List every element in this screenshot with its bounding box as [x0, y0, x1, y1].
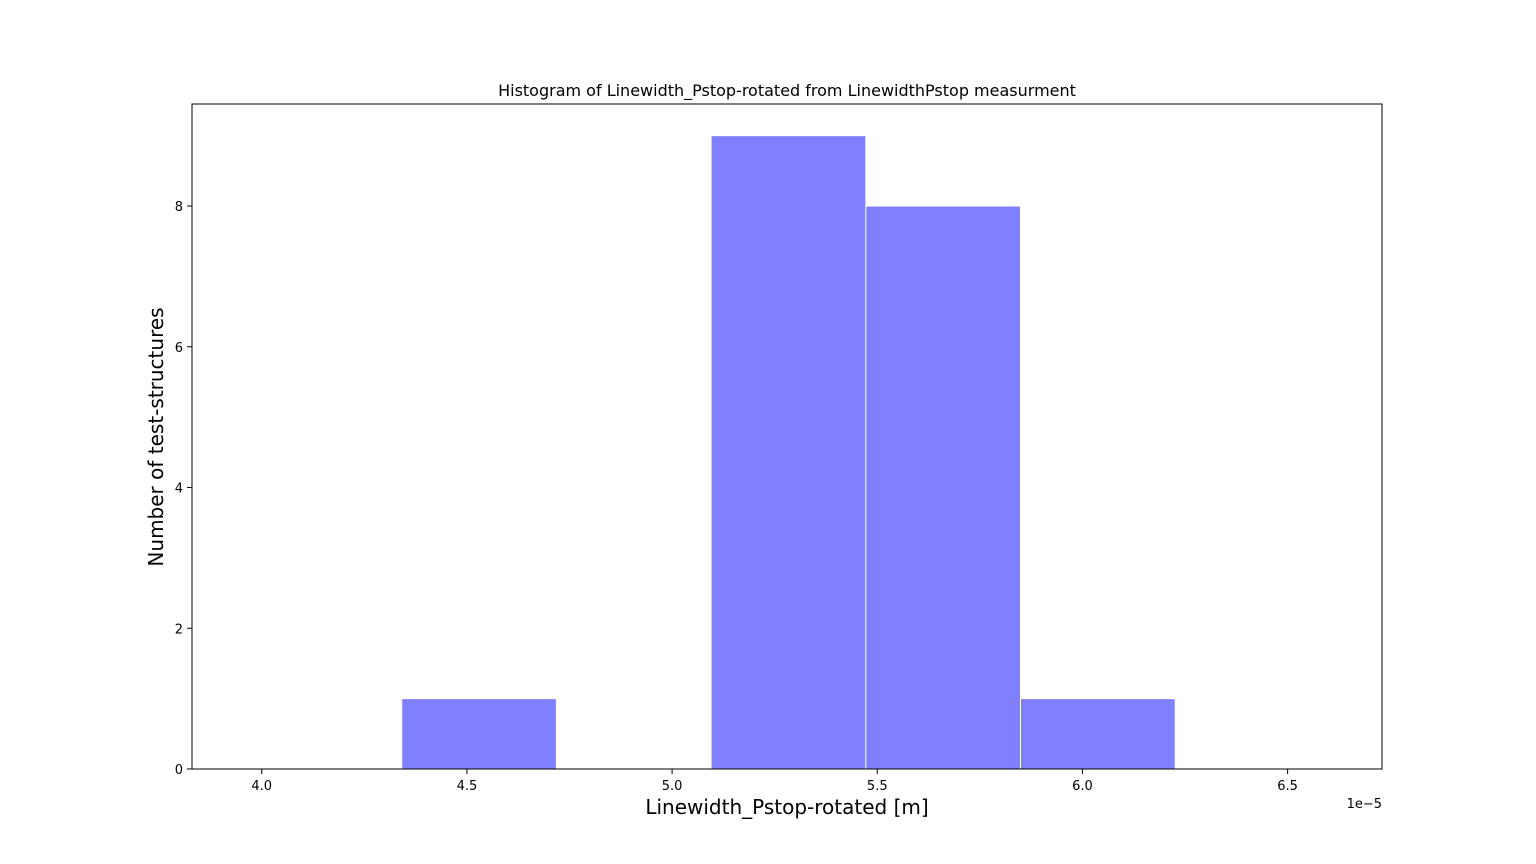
y-tick-label: 6: [175, 341, 183, 356]
x-ticks: 4.0 4.5 5.0 5.5 6.0 6.5: [251, 769, 1298, 794]
y-tick-label: 2: [175, 622, 183, 637]
plot-frame: [191, 103, 1383, 770]
histogram-bar-4: [1019, 698, 1176, 770]
y-ticks: 0 2 4 6 8: [175, 200, 192, 778]
chart-title: Histogram of Linewidth_Pstop-rotated fro…: [498, 81, 1076, 101]
y-axis-label: Number of test-structures: [144, 307, 168, 566]
y-tick-label: 4: [175, 482, 183, 497]
x-tick-label: 5.0: [662, 779, 683, 794]
x-tick-label: 6.5: [1277, 779, 1298, 794]
x-tick-label: 4.0: [251, 779, 272, 794]
y-tick-label: 0: [175, 763, 183, 778]
histogram-bar-0: [401, 698, 557, 770]
x-tick-label: 6.0: [1072, 779, 1093, 794]
histogram-bar-2: [710, 135, 867, 770]
histogram-bar-3: [865, 205, 1021, 770]
x-axis-label: Linewidth_Pstop-rotated [m]: [645, 795, 928, 819]
x-offset-label: 1e−5: [1347, 797, 1382, 812]
y-tick-label: 8: [175, 200, 183, 215]
bars-group: [401, 135, 1176, 770]
x-tick-label: 5.5: [867, 779, 888, 794]
x-tick-label: 4.5: [457, 779, 478, 794]
